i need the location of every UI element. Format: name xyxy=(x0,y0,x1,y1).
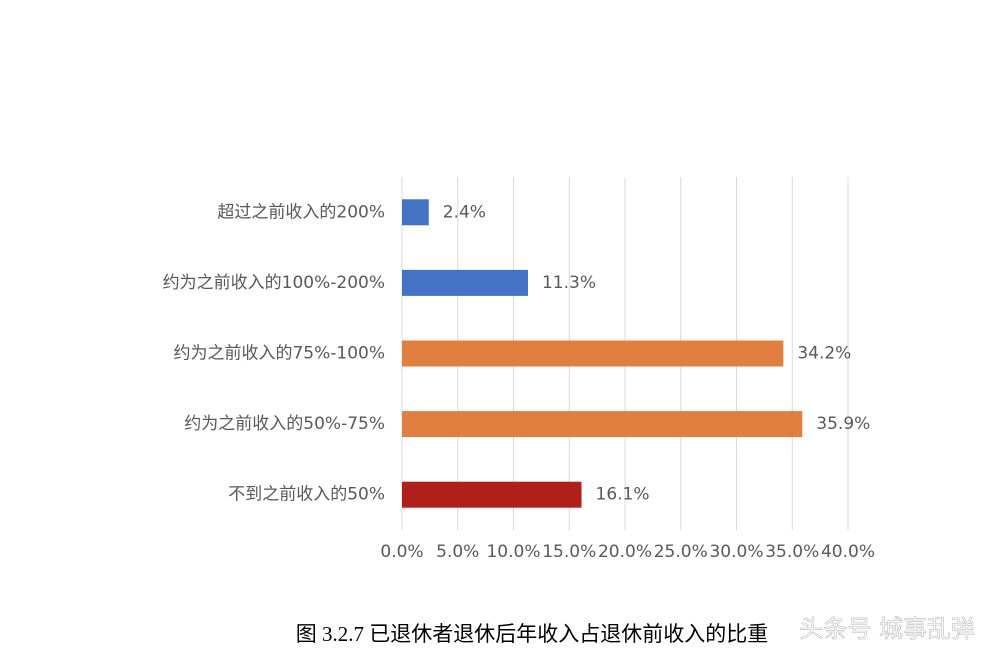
x-tick-label: 10.0% xyxy=(486,542,540,562)
bar xyxy=(402,269,528,296)
x-tick-label: 35.0% xyxy=(765,542,819,562)
category-label: 约为之前收入的75%-100% xyxy=(173,344,385,364)
category-label: 超过之前收入的200% xyxy=(217,202,385,222)
x-tick-label: 15.0% xyxy=(542,542,596,562)
x-tick-label: 0.0% xyxy=(380,542,423,562)
x-tick-label: 20.0% xyxy=(598,542,652,562)
category-label: 约为之前收入的50%-75% xyxy=(184,414,385,434)
bar xyxy=(402,199,429,226)
bar xyxy=(402,411,803,438)
x-tick-label: 5.0% xyxy=(436,542,479,562)
category-label: 不到之前收入的50% xyxy=(228,485,385,505)
value-label: 11.3% xyxy=(542,273,596,293)
value-label: 35.9% xyxy=(816,414,870,434)
watermark: 头条号 城事乱弹 xyxy=(799,615,975,643)
x-tick-label: 40.0% xyxy=(821,542,875,562)
value-label: 34.2% xyxy=(797,344,851,364)
x-tick-label: 25.0% xyxy=(654,542,708,562)
value-label: 2.4% xyxy=(443,202,486,222)
caption: 图 3.2.7 已退休者退休后年收入占退休前收入的比重 xyxy=(296,622,769,646)
value-label: 16.1% xyxy=(596,485,650,505)
x-tick-label: 30.0% xyxy=(709,542,763,562)
bar xyxy=(402,481,582,508)
category-label: 约为之前收入的100%-200% xyxy=(163,273,385,293)
bar xyxy=(402,340,784,367)
